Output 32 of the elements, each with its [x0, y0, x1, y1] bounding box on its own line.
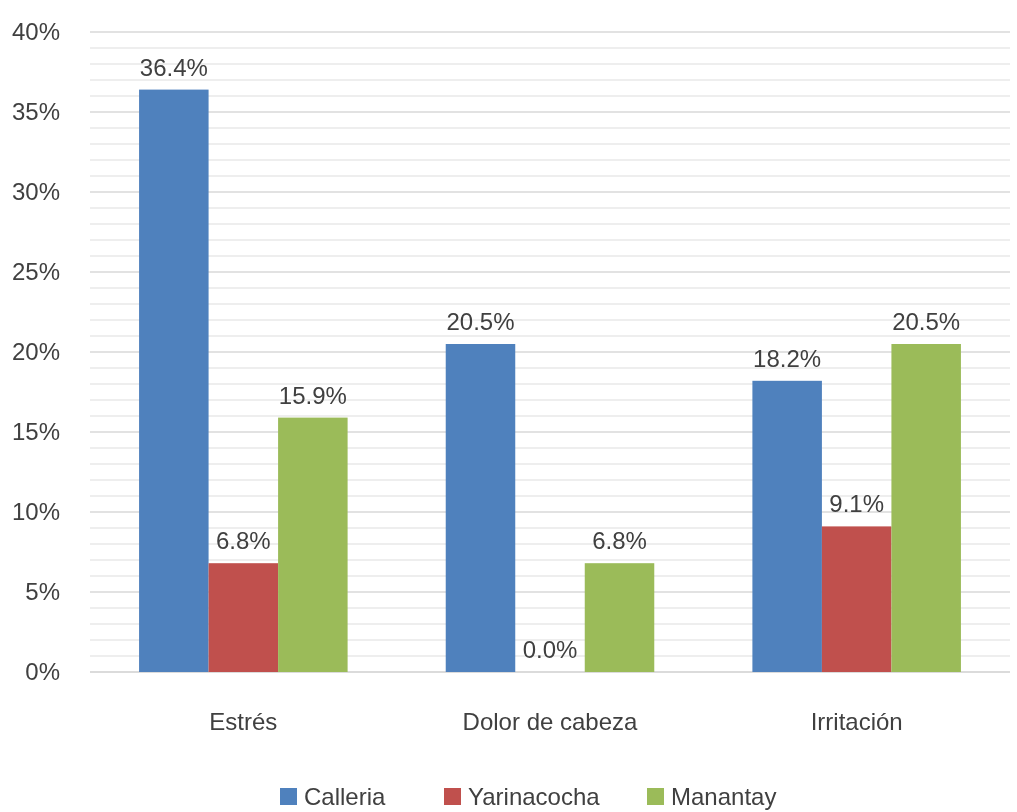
bar: [752, 380, 822, 672]
data-label: 36.4%: [139, 53, 208, 81]
legend-label: Yarinacocha: [468, 783, 601, 811]
y-tick-label: 20%: [11, 338, 60, 366]
data-label: 20.5%: [446, 308, 515, 335]
data-label: 6.8%: [592, 527, 647, 555]
data-label: 0.0%: [522, 636, 578, 663]
legend-label: Calleria: [304, 783, 387, 811]
data-label: 20.5%: [892, 308, 961, 335]
data-label: 6.8%: [215, 527, 271, 555]
bar: [584, 563, 655, 672]
y-tick-label: 40%: [11, 18, 60, 46]
x-tick-label: Estrés: [209, 708, 278, 735]
y-tick-label: 30%: [11, 178, 60, 206]
data-label: 15.9%: [278, 381, 347, 409]
bar: [445, 344, 516, 672]
bar: [891, 344, 961, 672]
y-tick-label: 0%: [25, 658, 60, 686]
bar: [139, 89, 209, 672]
y-tick-label: 25%: [11, 258, 60, 286]
data-label: 9.1%: [829, 490, 885, 518]
y-tick-label: 5%: [25, 578, 60, 606]
y-tick-label: 15%: [11, 418, 60, 446]
bar: [821, 526, 892, 672]
bar: [208, 563, 279, 672]
x-tick-label: Irritación: [810, 708, 903, 735]
x-tick-label: Dolor de cabeza: [462, 708, 639, 735]
y-tick-label: 10%: [11, 498, 60, 526]
bar: [278, 417, 348, 672]
y-tick-label: 35%: [11, 98, 60, 126]
data-label: 18.2%: [753, 344, 822, 372]
legend-label: Manantay: [671, 783, 777, 811]
